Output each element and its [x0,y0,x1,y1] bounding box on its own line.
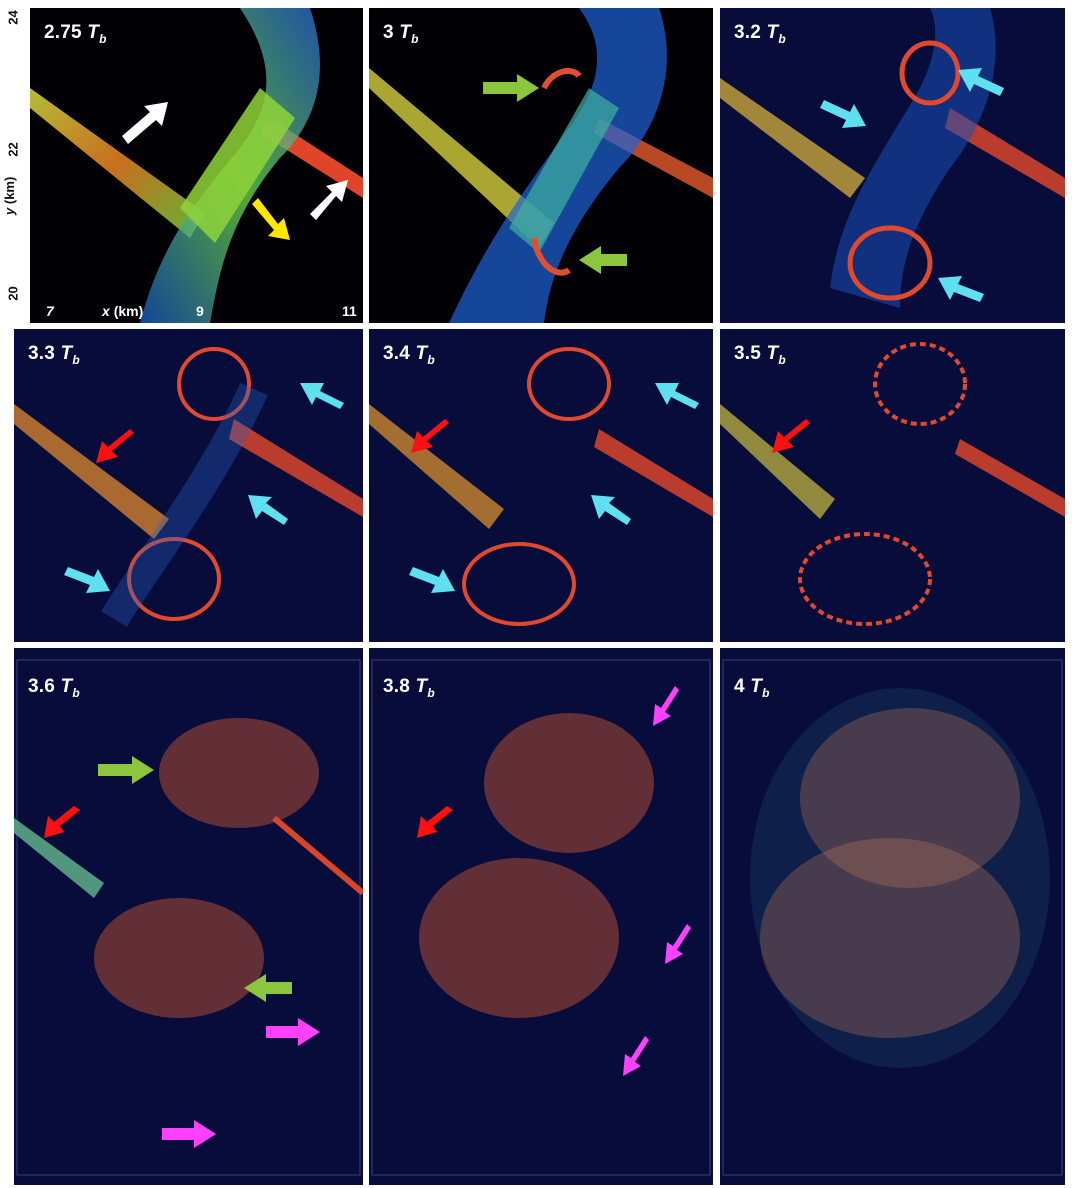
panel-3: 3 Tb [369,8,713,323]
panel-3-3-unit: T [60,343,73,364]
x-axis-label: x (km) [102,303,143,319]
panel-3-3-image [14,347,363,627]
arrow-green-icon-1 [483,74,539,102]
y-axis-unit: (km) [2,176,17,205]
arrow-cyan-icon-2 [820,100,866,128]
panel-3-2-sub: b [778,31,786,46]
y-axis-label: y (km) [2,155,17,215]
panel-3-6-label: 3.6 Tb [28,676,80,700]
panel-3-4-unit: T [415,343,428,364]
arrow-cyan-icon-7 [655,383,699,409]
panel-2-75-image [30,8,363,323]
panel-4-unit: T [750,676,763,697]
arrow-cyan-icon-1 [958,68,1004,96]
panel-3-sub: b [411,31,419,46]
arrow-magenta-icon-3 [653,686,679,726]
arrow-cyan-icon-8 [591,495,631,525]
panel-3-2-time: 3.2 [734,22,762,43]
panel-3-8: 3.8 Tb [369,648,713,1185]
panel-3-8-label: 3.8 Tb [383,676,435,700]
x-axis-var: x [102,303,110,319]
arrow-magenta-icon-4 [665,924,691,964]
arrow-green-icon-2 [579,246,627,274]
panel-3-4-time: 3.4 [383,343,411,364]
panel-3-5-sub: b [778,352,786,367]
panel-3-3-sub: b [72,352,80,367]
panel-3-8-image [371,659,711,1176]
arrow-red-icon-1 [96,429,134,463]
panel-3-5-label: 3.5 Tb [734,343,786,367]
panel-3-6-unit: T [60,676,73,697]
panel-2-75-unit: T [87,22,100,43]
arrow-cyan-icon-9 [409,567,455,593]
arrow-green-icon-3 [98,756,154,784]
x-tick-9: 9 [196,303,204,319]
arrow-magenta-icon-5 [623,1036,649,1076]
panel-3-4-label: 3.4 Tb [383,343,435,367]
panel-4: 4 Tb [720,648,1065,1185]
panel-3-3-label: 3.3 Tb [28,343,80,367]
panel-3-3: 3.3 Tb [14,329,363,642]
panel-3-4-image [369,347,713,626]
panel-3-3-time: 3.3 [28,343,56,364]
x-axis-unit: (km) [113,303,144,319]
panel-3-image [369,8,713,323]
panel-3-8-time: 3.8 [383,676,411,697]
panel-3-2-image [720,8,1065,308]
panel-3-6: 3.6 Tb [14,648,363,1185]
panel-2-75-time: 2.75 [44,22,82,43]
panel-3-5-unit: T [766,343,779,364]
panel-3-unit: T [399,22,412,43]
panel-3-5-time: 3.5 [734,343,762,364]
panel-3-8-sub: b [427,685,435,700]
panel-3-time: 3 [383,22,394,43]
panel-3-2-label: 3.2 Tb [734,22,786,46]
panel-3-2: 3.2 Tb [720,8,1065,323]
arrow-magenta-icon-1 [266,1018,320,1046]
panel-3-6-image [14,659,363,1176]
arrow-magenta-icon-2 [162,1120,216,1148]
panel-2-75-label: 2.75 Tb [44,22,107,46]
panel-3-6-time: 3.6 [28,676,56,697]
arrow-cyan-icon-4 [300,383,344,409]
panel-3-4-sub: b [427,352,435,367]
panel-4-image [722,659,1063,1176]
panel-4-time: 4 [734,676,745,697]
panel-3-label: 3 Tb [383,22,419,46]
panel-3-6-sub: b [72,685,80,700]
y-tick-20: 20 [5,286,21,301]
panel-4-label: 4 Tb [734,676,770,700]
panel-3-5-image [720,342,1065,626]
arrow-green-icon-4 [244,974,292,1002]
panel-3-5: 3.5 Tb [720,329,1065,642]
arrow-red-icon-4 [44,806,80,838]
arrow-red-icon-5 [417,806,453,838]
x-tick-11: 11 [342,303,357,319]
arrow-cyan-icon-6 [64,567,110,593]
panel-4-sub: b [762,685,770,700]
arrow-red-icon-2 [411,419,449,453]
arrow-red-icon-3 [772,419,810,453]
x-tick-7: 7 [46,303,54,319]
panel-3-2-unit: T [766,22,779,43]
arrow-cyan-icon-5 [248,495,288,525]
panel-3-4: 3.4 Tb [369,329,713,642]
panel-2-75-sub: b [99,31,107,46]
arrow-cyan-icon-3 [938,276,984,302]
y-axis-var: y [2,207,17,215]
panel-3-8-unit: T [415,676,428,697]
panel-2-75: 2.75 Tb 7 x (km) 9 11 [30,8,363,323]
y-tick-24: 24 [5,10,21,25]
